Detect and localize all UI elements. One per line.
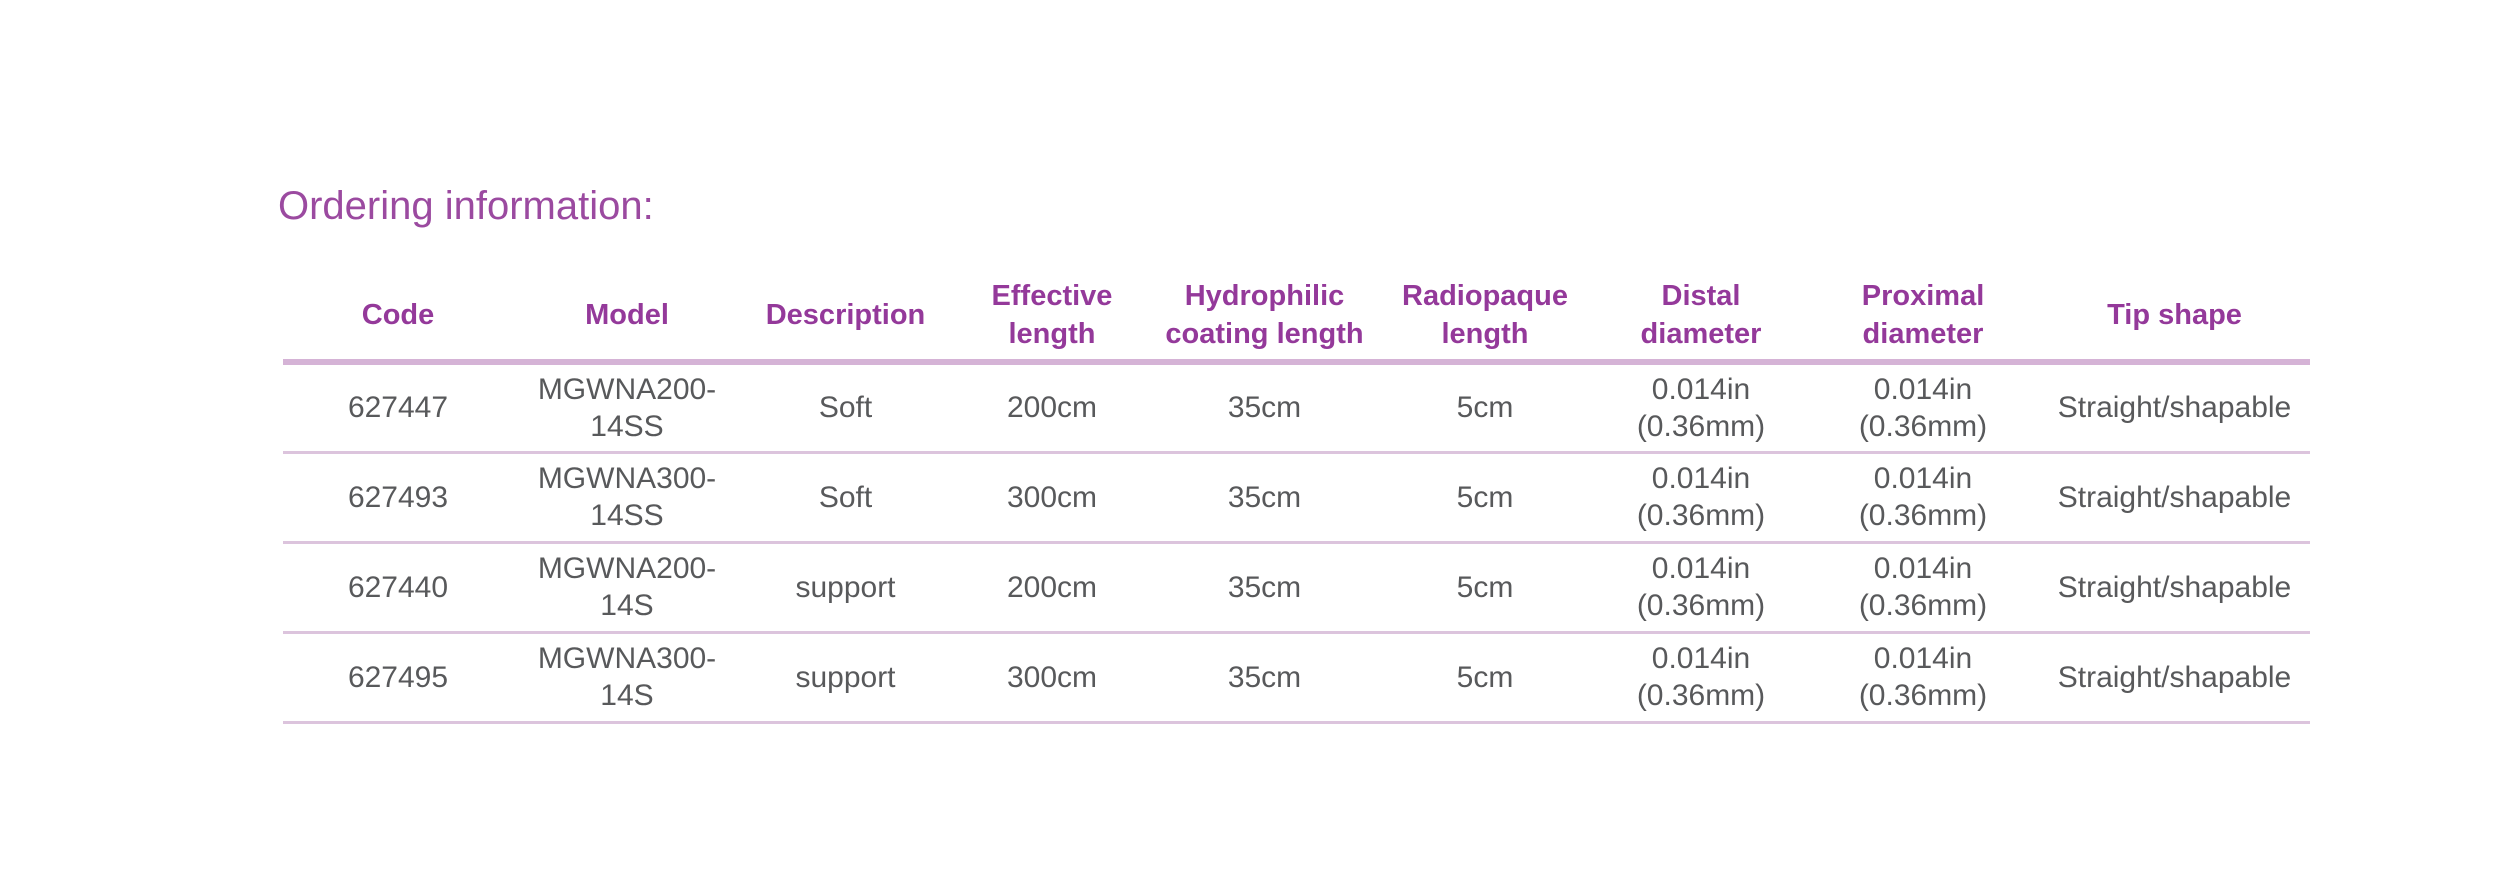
cell-tip-shape: Straight/shapable [2039, 362, 2310, 454]
cell-hydrophilic-coating-length: 35cm [1154, 632, 1375, 724]
cell-model: MGWNA300-14SS [513, 452, 741, 544]
distal-diameter-millimeters: (0.36mm) [1636, 499, 1766, 532]
proximal-diameter-inches: 0.014in [1873, 372, 1973, 406]
cell-effective-length: 200cm [950, 542, 1154, 634]
cell-distal-diameter: 0.014in (0.36mm) [1595, 632, 1807, 724]
cell-distal-diameter: 0.014in (0.36mm) [1595, 452, 1807, 544]
cell-effective-length: 200cm [950, 362, 1154, 454]
cell-description: support [741, 632, 950, 724]
distal-diameter-millimeters: (0.36mm) [1636, 409, 1766, 443]
column-header-distal-diameter: Distal diameter [1595, 270, 1807, 365]
column-header-model: Model [513, 270, 741, 365]
proximal-diameter-inches: 0.014in [1873, 552, 1973, 585]
proximal-diameter-inches: 0.014in [1873, 462, 1973, 495]
cell-proximal-diameter: 0.014in (0.36mm) [1807, 542, 2039, 634]
cell-code: 627447 [283, 362, 513, 454]
cell-radiopaque-length: 5cm [1375, 542, 1595, 634]
cell-distal-diameter: 0.014in (0.36mm) [1595, 362, 1807, 454]
table-row: 627495 MGWNA300-14S support 300cm 35cm 5… [283, 632, 2310, 724]
cell-hydrophilic-coating-length: 35cm [1154, 542, 1375, 634]
column-header-code: Code [283, 270, 513, 365]
cell-tip-shape: Straight/shapable [2039, 542, 2310, 634]
table-row: 627447 MGWNA200-14SS Soft 200cm 35cm 5cm… [283, 362, 2310, 454]
cell-model: MGWNA200-14SS [513, 362, 741, 454]
distal-diameter-inches: 0.014in [1651, 552, 1751, 585]
cell-code: 627493 [283, 452, 513, 544]
distal-diameter-inches: 0.014in [1651, 642, 1751, 675]
cell-description: Soft [741, 362, 950, 454]
table-header-row: Code Model Description Effective length … [283, 270, 2310, 365]
distal-diameter-millimeters: (0.36mm) [1636, 679, 1766, 712]
ordering-information-table: Code Model Description Effective length … [283, 270, 2310, 724]
proximal-diameter-millimeters: (0.36mm) [1858, 679, 1988, 712]
cell-description: support [741, 542, 950, 634]
proximal-diameter-millimeters: (0.36mm) [1858, 589, 1988, 622]
column-header-effective-length: Effective length [950, 270, 1154, 365]
cell-model: MGWNA200-14S [513, 542, 741, 634]
table-row: 627493 MGWNA300-14SS Soft 300cm 35cm 5cm… [283, 452, 2310, 544]
cell-radiopaque-length: 5cm [1375, 632, 1595, 724]
column-header-proximal-diameter: Proximal diameter [1807, 270, 2039, 365]
column-header-tip-shape: Tip shape [2039, 270, 2310, 365]
cell-tip-shape: Straight/shapable [2039, 452, 2310, 544]
proximal-diameter-millimeters: (0.36mm) [1858, 409, 1988, 443]
proximal-diameter-inches: 0.014in [1873, 642, 1973, 675]
distal-diameter-inches: 0.014in [1651, 462, 1751, 495]
cell-radiopaque-length: 5cm [1375, 452, 1595, 544]
table-row: 627440 MGWNA200-14S support 200cm 35cm 5… [283, 542, 2310, 634]
cell-tip-shape: Straight/shapable [2039, 632, 2310, 724]
cell-code: 627495 [283, 632, 513, 724]
cell-distal-diameter: 0.014in (0.36mm) [1595, 542, 1807, 634]
page-title: Ordering information: [278, 184, 654, 228]
cell-code: 627440 [283, 542, 513, 634]
column-header-radiopaque-length: Radiopaque length [1375, 270, 1595, 365]
distal-diameter-millimeters: (0.36mm) [1636, 589, 1766, 622]
cell-hydrophilic-coating-length: 35cm [1154, 362, 1375, 454]
column-header-description: Description [741, 270, 950, 365]
cell-description: Soft [741, 452, 950, 544]
cell-proximal-diameter: 0.014in (0.36mm) [1807, 452, 2039, 544]
cell-radiopaque-length: 5cm [1375, 362, 1595, 454]
cell-model: MGWNA300-14S [513, 632, 741, 724]
cell-effective-length: 300cm [950, 632, 1154, 724]
cell-effective-length: 300cm [950, 452, 1154, 544]
column-header-hydrophilic-coating-length: Hydrophilic coating length [1154, 270, 1375, 365]
cell-hydrophilic-coating-length: 35cm [1154, 452, 1375, 544]
cell-proximal-diameter: 0.014in (0.36mm) [1807, 362, 2039, 454]
distal-diameter-inches: 0.014in [1651, 372, 1751, 406]
cell-proximal-diameter: 0.014in (0.36mm) [1807, 632, 2039, 724]
proximal-diameter-millimeters: (0.36mm) [1858, 499, 1988, 532]
